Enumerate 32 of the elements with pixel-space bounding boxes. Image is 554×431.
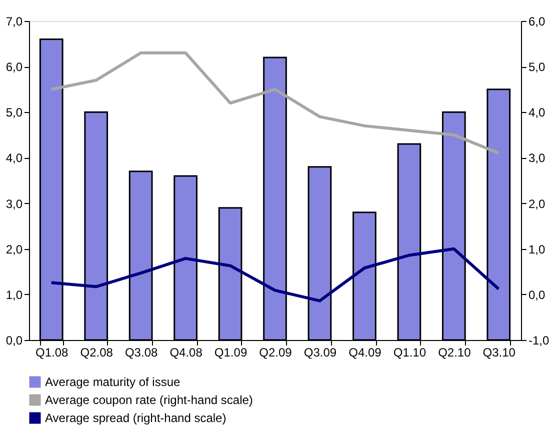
line-series xyxy=(50,247,500,302)
x-tick-label: Q1.10 xyxy=(393,346,426,360)
x-tick-label: Q1.09 xyxy=(214,346,248,360)
x-tick-label: Q2.10 xyxy=(438,346,472,360)
x-tick-label: Q1.08 xyxy=(36,346,69,360)
x-tick-label: Q3.09 xyxy=(304,346,337,360)
y2-tick-label: 4,0 xyxy=(528,106,546,120)
y-tick-label: 2,0 xyxy=(6,242,23,256)
y2-tick-label: 1,0 xyxy=(528,242,546,256)
x-tick-label: Q2.09 xyxy=(259,346,292,360)
y-tick-label: 7,0 xyxy=(6,14,23,28)
x-tick-label: Q4.08 xyxy=(170,346,203,360)
x-tick-label: Q3.10 xyxy=(482,346,516,360)
legend-label: Average coupon rate (right-hand scale) xyxy=(45,393,253,407)
legend-label: Average spread (right-hand scale) xyxy=(45,411,226,425)
y-tick-label: 5,0 xyxy=(6,106,23,120)
line-series xyxy=(50,51,500,155)
y-tick-label: 3,0 xyxy=(6,196,23,211)
y2-tick-label: 5,0 xyxy=(528,60,546,74)
y2-tick-label: 2,0 xyxy=(528,196,546,211)
legend-label: Average maturity of issue xyxy=(45,375,180,389)
x-tick-label: Q4.09 xyxy=(348,346,382,360)
y-tick-label: 1,0 xyxy=(6,288,23,302)
y2-tick-label: 3,0 xyxy=(528,151,546,166)
y-tick-label: 6,0 xyxy=(6,60,23,74)
y-tick-label: 4,0 xyxy=(6,151,23,166)
y2-tick-label: 0,0 xyxy=(528,288,546,302)
y2-tick-label: 6,0 xyxy=(528,14,546,28)
y2-tick-label: -1,0 xyxy=(528,334,550,348)
x-tick-label: Q3.08 xyxy=(124,346,158,360)
x-tick-label: Q2.08 xyxy=(80,346,114,360)
y-tick-label: 0,0 xyxy=(6,334,23,348)
